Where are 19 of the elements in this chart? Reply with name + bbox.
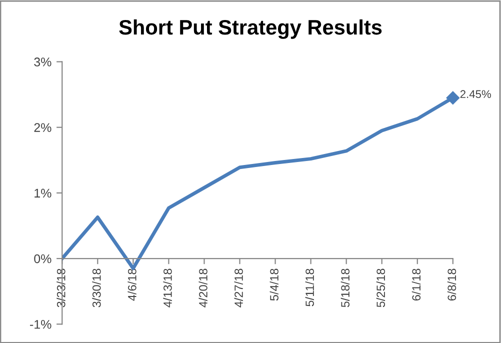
y-tick-label: 1% — [34, 188, 52, 198]
y-tick-label: 2% — [34, 123, 52, 132]
chart-title: Short Put Strategy Results — [119, 19, 382, 39]
x-tick-label: 6/8/18 — [447, 268, 456, 300]
x-tick-label: 5/18/18 — [340, 268, 350, 308]
x-tick-label: 4/6/18 — [128, 268, 136, 301]
x-tick-label: 4/27/18 — [234, 268, 243, 308]
annotation: 2.45% — [460, 90, 491, 98]
x-tick-label: 4/13/18 — [163, 268, 172, 308]
x-tick-label: 5/11/18 — [305, 268, 314, 306]
x-tick-label: 6/1/18 — [412, 268, 421, 300]
x-tick-label: 5/4/18 — [270, 268, 278, 301]
x-tick-label: 3/23/18 — [56, 268, 66, 308]
x-tick-label: 5/25/18 — [376, 268, 386, 308]
x-tick-label: 4/20/18 — [198, 268, 208, 308]
x-tick-label: 3/30/18 — [92, 268, 101, 308]
y-tick-label: 3% — [34, 58, 52, 66]
y-tick-label: 0% — [34, 254, 52, 264]
y-tick-label: -1% — [30, 320, 52, 329]
